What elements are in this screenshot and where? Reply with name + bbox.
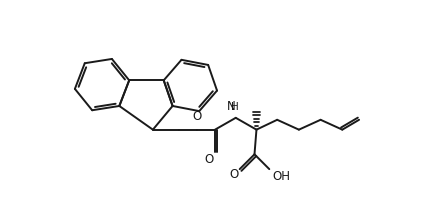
Text: N: N xyxy=(227,100,235,113)
Text: O: O xyxy=(229,168,238,181)
Text: O: O xyxy=(204,153,214,166)
Text: O: O xyxy=(193,110,202,123)
Text: H: H xyxy=(231,102,239,112)
Text: OH: OH xyxy=(272,170,290,183)
